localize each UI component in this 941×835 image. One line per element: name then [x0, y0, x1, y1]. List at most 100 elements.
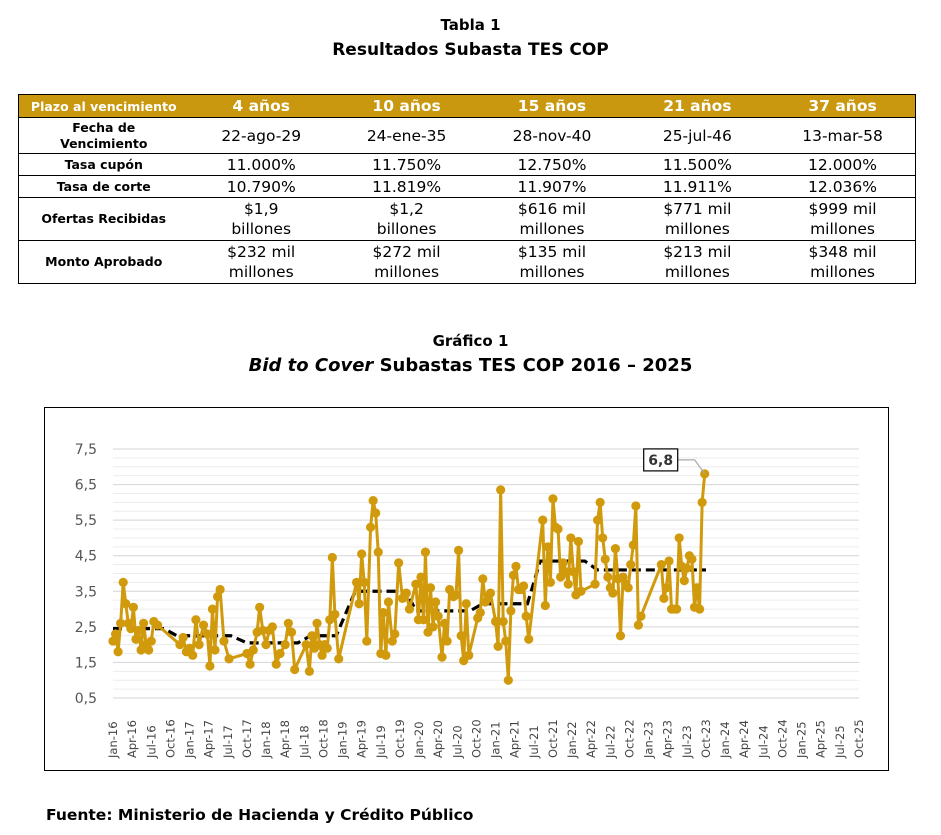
- data-point: [146, 636, 156, 646]
- table-cell: 13-mar-58: [770, 117, 917, 154]
- data-point: [453, 545, 464, 555]
- x-tick-label: Jul-20: [450, 725, 464, 759]
- table-row: Ofertas Recibidas $1,9 billones $1,2 billo…: [18, 197, 917, 241]
- data-point: [357, 549, 367, 559]
- data-point: [598, 533, 608, 543]
- table-cell: $135 mil millones: [479, 240, 625, 284]
- data-point: [334, 654, 344, 664]
- data-point: [373, 547, 383, 557]
- data-point: [110, 629, 121, 639]
- data-point: [610, 544, 621, 554]
- data-point: [433, 611, 443, 621]
- data-point: [304, 666, 314, 676]
- x-tick-label: Apr-19: [355, 720, 369, 758]
- table-row: Tasa cupón 11.000% 11.750% 12.750% 11.500% 12…: [18, 153, 917, 176]
- data-point: [524, 634, 534, 644]
- data-point: [394, 558, 404, 568]
- chart-label: Gráfico 1: [432, 332, 509, 350]
- data-point: [317, 650, 327, 660]
- data-point: [207, 604, 218, 614]
- data-point: [245, 659, 255, 669]
- table-cell: 11.000%: [188, 153, 334, 176]
- table-cell: 11.907%: [479, 175, 625, 198]
- data-point: [700, 469, 710, 479]
- data-point: [664, 556, 674, 566]
- header-col: 37 años: [770, 94, 917, 118]
- data-point: [322, 643, 332, 653]
- data-point: [290, 664, 300, 675]
- data-point: [121, 599, 131, 609]
- table-cell: 11.500%: [624, 153, 771, 176]
- data-point: [411, 579, 421, 589]
- data-point: [113, 647, 123, 657]
- data-point: [381, 650, 391, 660]
- x-tick-label: Oct-25: [852, 719, 866, 758]
- data-point: [573, 536, 584, 547]
- data-point: [175, 640, 185, 650]
- x-tick-label: Jan-22: [565, 721, 579, 759]
- data-point: [224, 654, 234, 664]
- data-point: [212, 592, 223, 602]
- average-dashed-line: [113, 559, 706, 645]
- data-point: [558, 558, 568, 568]
- data-point: [371, 508, 381, 518]
- data-point: [116, 618, 126, 628]
- data-point: [118, 577, 128, 587]
- x-tick-label: Oct-23: [699, 719, 713, 758]
- table-cell: 28-nov-40: [479, 117, 625, 154]
- data-point: [543, 542, 553, 552]
- data-point: [420, 547, 431, 557]
- data-point: [485, 588, 496, 598]
- data-point: [139, 618, 149, 628]
- data-point: [368, 495, 378, 506]
- data-point: [563, 579, 573, 589]
- x-tick-label: Jul-23: [680, 725, 694, 759]
- data-point: [506, 606, 516, 616]
- table-row: Monto Aprobado $232 mil millones $272 mil …: [18, 240, 917, 284]
- data-point: [428, 622, 438, 632]
- callout-box: [643, 448, 679, 472]
- data-point: [351, 577, 362, 587]
- x-tick-label: Apr-16: [125, 720, 139, 758]
- data-point: [590, 579, 600, 589]
- data-point: [144, 645, 154, 655]
- data-point: [128, 602, 139, 612]
- data-point: [561, 567, 571, 577]
- data-point: [464, 650, 474, 660]
- x-tick-label: Jan-17: [183, 721, 197, 759]
- table-cell: $999 mil millones: [770, 197, 917, 241]
- x-tick-label: Apr-20: [431, 720, 445, 758]
- table-cell: 12.750%: [479, 153, 625, 176]
- row-label: Tasa de corte: [18, 175, 189, 198]
- table-cell: $771 mil millones: [624, 197, 771, 241]
- data-point: [456, 631, 466, 641]
- row-label: Fecha de Vencimiento: [18, 117, 189, 154]
- data-point: [215, 584, 225, 595]
- data-point: [133, 625, 144, 636]
- table-cell: $616 mil millones: [479, 197, 625, 241]
- x-tick-label: Jul-21: [527, 725, 541, 759]
- data-point: [404, 604, 415, 614]
- table-cell: 25-jul-46: [624, 117, 771, 154]
- data-point: [205, 661, 215, 671]
- table-cell: 10.790%: [188, 175, 334, 198]
- data-point: [198, 620, 209, 630]
- data-point: [126, 624, 136, 634]
- table-cell: $213 mil millones: [624, 240, 771, 284]
- data-point: [540, 600, 550, 611]
- table-cell: $348 mil millones: [770, 240, 917, 284]
- data-point: [628, 540, 638, 550]
- data-point: [431, 597, 441, 607]
- data-point: [327, 552, 337, 563]
- data-point: [153, 620, 163, 630]
- data-point: [280, 640, 290, 650]
- x-tick-label: Oct-16: [163, 719, 177, 758]
- data-point: [633, 620, 643, 630]
- data-point: [519, 581, 529, 591]
- x-tick-label: Oct-17: [240, 719, 254, 758]
- data-point: [354, 599, 364, 609]
- data-point: [576, 586, 586, 596]
- header-row-label: Plazo al vencimiento: [18, 94, 189, 118]
- data-point: [248, 645, 258, 655]
- data-point: [439, 618, 450, 628]
